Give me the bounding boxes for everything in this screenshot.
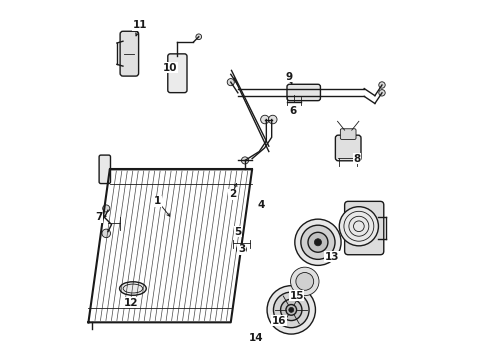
Circle shape xyxy=(339,207,378,246)
Ellipse shape xyxy=(120,282,146,295)
Text: 10: 10 xyxy=(163,63,177,73)
Text: 9: 9 xyxy=(286,72,293,82)
Text: 6: 6 xyxy=(290,105,296,116)
Circle shape xyxy=(261,115,269,124)
Circle shape xyxy=(102,229,111,238)
Text: 12: 12 xyxy=(124,298,138,308)
Circle shape xyxy=(286,305,296,315)
Text: 4: 4 xyxy=(257,200,265,210)
Text: 7: 7 xyxy=(96,212,103,222)
Text: 14: 14 xyxy=(248,333,263,343)
FancyBboxPatch shape xyxy=(344,201,384,255)
Circle shape xyxy=(267,286,316,334)
Text: 16: 16 xyxy=(271,316,286,325)
FancyBboxPatch shape xyxy=(120,31,139,76)
Circle shape xyxy=(242,157,248,164)
Text: 1: 1 xyxy=(154,196,161,206)
Circle shape xyxy=(281,299,302,320)
Circle shape xyxy=(237,244,246,255)
Text: 3: 3 xyxy=(238,244,245,255)
Circle shape xyxy=(295,219,341,265)
FancyBboxPatch shape xyxy=(341,129,356,139)
Text: 15: 15 xyxy=(290,291,304,301)
Circle shape xyxy=(196,34,201,40)
FancyBboxPatch shape xyxy=(168,54,187,93)
Circle shape xyxy=(289,307,294,312)
FancyBboxPatch shape xyxy=(335,135,361,161)
FancyBboxPatch shape xyxy=(99,155,111,184)
Text: 8: 8 xyxy=(353,154,361,164)
FancyBboxPatch shape xyxy=(287,84,320,101)
Circle shape xyxy=(315,239,321,246)
Circle shape xyxy=(269,115,277,124)
Circle shape xyxy=(301,225,335,259)
Text: 11: 11 xyxy=(133,20,147,30)
Circle shape xyxy=(273,292,309,328)
Circle shape xyxy=(227,78,234,86)
Circle shape xyxy=(296,273,314,290)
Text: 5: 5 xyxy=(234,226,242,237)
Text: 2: 2 xyxy=(229,189,236,199)
Circle shape xyxy=(379,90,385,96)
Text: 13: 13 xyxy=(325,252,340,261)
Circle shape xyxy=(291,267,319,296)
Circle shape xyxy=(308,232,328,252)
Circle shape xyxy=(103,205,110,212)
Circle shape xyxy=(379,82,385,88)
